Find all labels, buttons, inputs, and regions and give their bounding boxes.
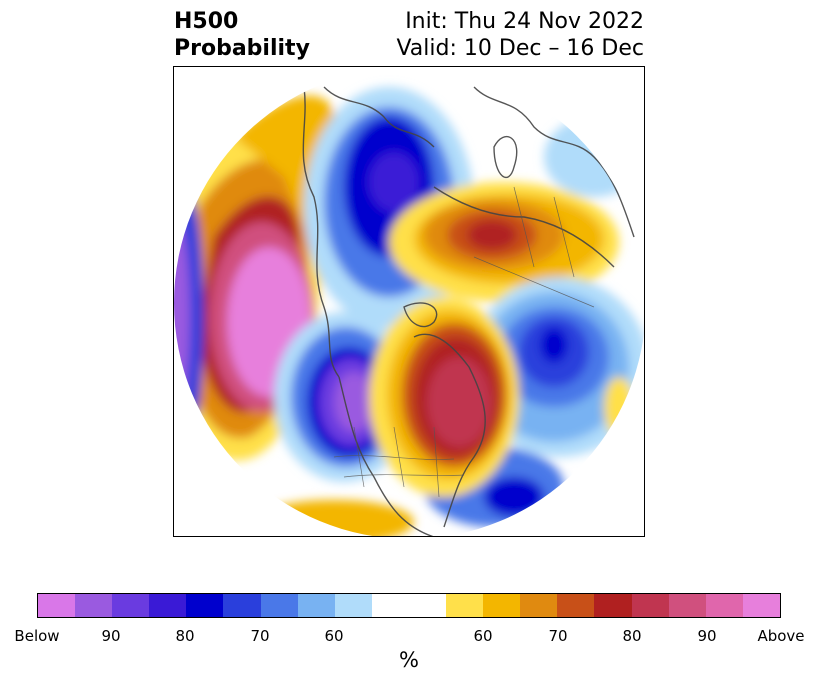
colorbar-segment	[149, 594, 187, 617]
colorbar-segment	[520, 594, 558, 617]
colorbar-tick: 70	[548, 627, 568, 645]
title-variable: H500	[174, 9, 239, 34]
anomaly-east-na-90	[427, 357, 491, 447]
colorbar-segment	[38, 594, 76, 617]
colorbar-segment	[334, 594, 372, 617]
probability-map	[174, 67, 644, 536]
colorbar-unit: %	[399, 648, 419, 672]
colorbar-tick: 90	[697, 627, 717, 645]
init-date: Init: Thu 24 Nov 2022	[405, 9, 644, 34]
colorbar-segment	[75, 594, 113, 617]
title-product: Probability	[174, 36, 310, 61]
colorbar-segment	[742, 594, 780, 617]
coastlines	[302, 86, 635, 536]
colorbar	[37, 593, 781, 618]
colorbar-segment	[186, 594, 224, 617]
map-panel	[173, 66, 645, 537]
anomaly-west-na-90	[334, 372, 374, 432]
colorbar-segment	[446, 594, 484, 617]
colorbar-tick: 60	[324, 627, 344, 645]
colorbar-segment	[668, 594, 706, 617]
colorbar-tick: 80	[622, 627, 642, 645]
colorbar-tick: Above	[757, 627, 805, 645]
colorbar-segment	[705, 594, 743, 617]
colorbar-segment	[297, 594, 335, 617]
colorbar-tick: 70	[250, 627, 270, 645]
colorbar-segment	[631, 594, 669, 617]
colorbar-segment	[223, 594, 261, 617]
country-borders	[333, 186, 595, 498]
colorbar-segment	[483, 594, 521, 617]
colorbar-tick: Below	[14, 627, 60, 645]
colorbar-segment	[260, 594, 298, 617]
anomaly-atlantic-80	[540, 327, 568, 363]
colorbar-segment	[371, 594, 447, 617]
colorbar-tick: 60	[473, 627, 493, 645]
map-dates: Init: Thu 24 Nov 2022 Valid: 10 Dec – 16…	[396, 8, 644, 62]
anomaly-west-edge-below-core	[174, 217, 190, 417]
anomaly-eurasia-80	[467, 220, 517, 250]
valid-dates: Valid: 10 Dec – 16 Dec	[396, 36, 644, 61]
colorbar-tick: 80	[175, 627, 195, 645]
anomaly-subtropical-atlantic-core	[484, 477, 544, 517]
anomaly-east-edge-60	[604, 377, 634, 437]
colorbar-tick: 90	[101, 627, 121, 645]
map-title: H500 Probability	[174, 8, 310, 62]
colorbar-segment	[557, 594, 595, 617]
colorbar-segment	[112, 594, 150, 617]
colorbar-segment	[594, 594, 632, 617]
anomaly-arctic-canada-core	[369, 152, 419, 212]
